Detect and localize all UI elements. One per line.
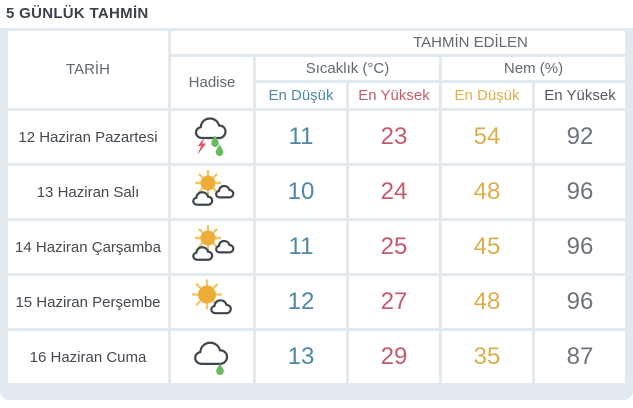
thunderstorm-icon bbox=[186, 113, 238, 157]
forecast-row-friday: 16 Haziran Cuma 13 29 bbox=[8, 331, 625, 383]
humidity-min-cell: 48 bbox=[442, 276, 532, 328]
condition-cell bbox=[171, 221, 253, 273]
temp-min-cell: 11 bbox=[256, 221, 346, 273]
sun-behind-cloud-icon bbox=[186, 278, 238, 322]
humidity-max-cell: 96 bbox=[535, 276, 625, 328]
sun-behind-clouds-icon bbox=[186, 168, 238, 212]
column-header-predicted: TAHMİN EDİLEN bbox=[171, 31, 625, 54]
date-cell: 16 Haziran Cuma bbox=[8, 331, 168, 383]
page-title: 5 GÜNLÜK TAHMİN bbox=[0, 0, 633, 28]
date-cell: 12 Haziran Pazartesi bbox=[8, 111, 168, 163]
condition-cell bbox=[171, 276, 253, 328]
date-cell: 14 Haziran Çarşamba bbox=[8, 221, 168, 273]
temp-min-cell: 13 bbox=[256, 331, 346, 383]
column-header-humidity-max: En Yüksek bbox=[535, 83, 625, 108]
date-cell: 15 Haziran Perşembe bbox=[8, 276, 168, 328]
forecast-row-wednesday: 14 Haziran Çarşamba bbox=[8, 221, 625, 273]
humidity-max-cell: 96 bbox=[535, 166, 625, 218]
humidity-min-cell: 35 bbox=[442, 331, 532, 383]
temp-min-cell: 10 bbox=[256, 166, 346, 218]
condition-cell bbox=[171, 111, 253, 163]
temp-max-cell: 24 bbox=[349, 166, 439, 218]
column-header-condition: Hadise bbox=[171, 57, 253, 108]
humidity-min-cell: 45 bbox=[442, 221, 532, 273]
humidity-max-cell: 87 bbox=[535, 331, 625, 383]
temp-min-cell: 11 bbox=[256, 111, 346, 163]
humidity-min-cell: 48 bbox=[442, 166, 532, 218]
column-header-temp-max: En Yüksek bbox=[349, 83, 439, 108]
forecast-table: TARİH TAHMİN EDİLEN Hadise Sıcaklık (°C)… bbox=[5, 28, 628, 386]
column-header-date: TARİH bbox=[8, 31, 168, 108]
forecast-row-tuesday: 13 Haziran Salı bbox=[8, 166, 625, 218]
temp-max-cell: 27 bbox=[349, 276, 439, 328]
condition-cell bbox=[171, 331, 253, 383]
forecast-row-monday: 12 Haziran Pazartesi 11 23 bbox=[8, 111, 625, 163]
temp-max-cell: 29 bbox=[349, 331, 439, 383]
humidity-max-cell: 92 bbox=[535, 111, 625, 163]
column-header-temperature: Sıcaklık (°C) bbox=[256, 57, 439, 80]
column-header-humidity: Nem (%) bbox=[442, 57, 625, 80]
humidity-max-cell: 96 bbox=[535, 221, 625, 273]
condition-cell bbox=[171, 166, 253, 218]
column-header-humidity-min: En Düşük bbox=[442, 83, 532, 108]
column-header-temp-min: En Düşük bbox=[256, 83, 346, 108]
sun-behind-clouds-icon bbox=[186, 223, 238, 267]
temp-min-cell: 12 bbox=[256, 276, 346, 328]
temp-max-cell: 25 bbox=[349, 221, 439, 273]
forecast-table-container: TARİH TAHMİN EDİLEN Hadise Sıcaklık (°C)… bbox=[0, 28, 633, 400]
forecast-row-thursday: 15 Haziran Perşembe bbox=[8, 276, 625, 328]
humidity-min-cell: 54 bbox=[442, 111, 532, 163]
temp-max-cell: 23 bbox=[349, 111, 439, 163]
date-cell: 13 Haziran Salı bbox=[8, 166, 168, 218]
rain-cloud-icon bbox=[186, 333, 238, 377]
